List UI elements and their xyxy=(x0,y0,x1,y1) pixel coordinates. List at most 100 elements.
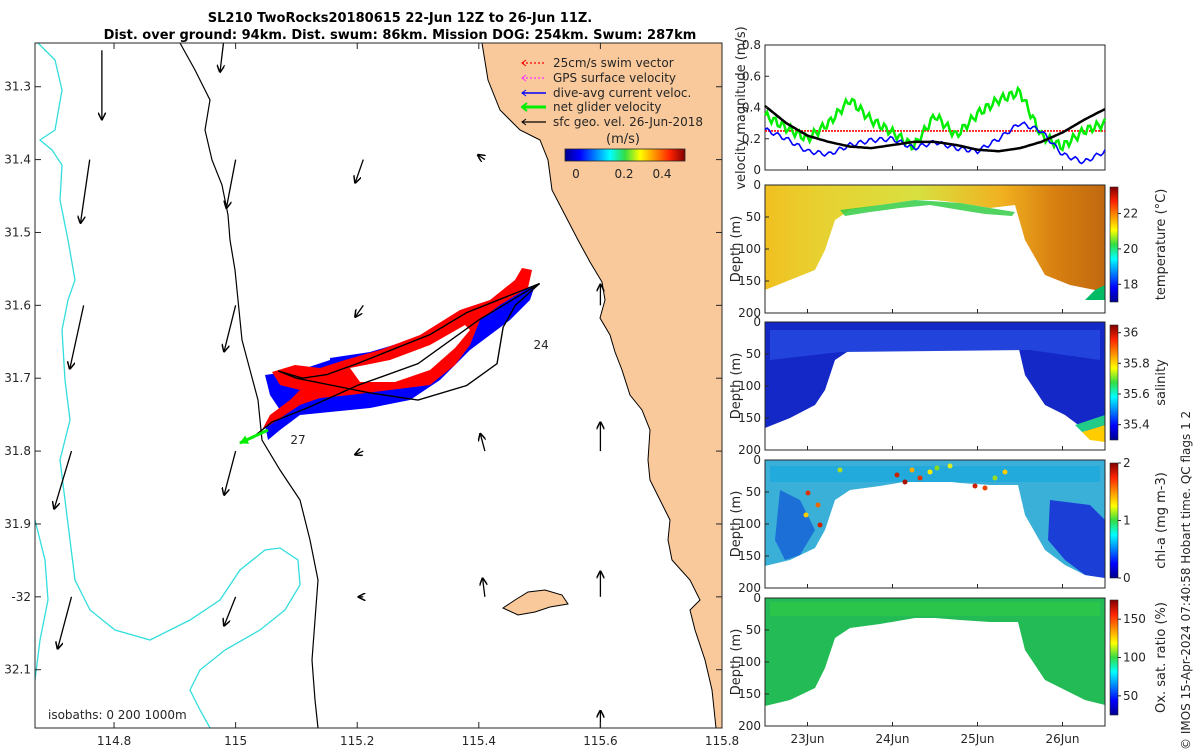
depth-tick-label: 0 xyxy=(753,178,761,192)
map-y-tick-label: 31.4 xyxy=(4,153,31,167)
salinity-deep-green xyxy=(1075,415,1105,432)
colorbar-label: Ox. sat. ratio (%) xyxy=(1154,602,1169,713)
chla-colorbar xyxy=(1109,462,1119,579)
time-tick-label: 25Jun xyxy=(960,732,994,746)
depth-ylabel: Depth (m) xyxy=(729,491,744,558)
swim-vector-band xyxy=(262,268,532,430)
depth-tick-label: 0 xyxy=(753,453,761,467)
map-colorbar-tick: 0.2 xyxy=(614,167,633,181)
map-colorbar-tick: 0.4 xyxy=(652,167,671,181)
map-y-tick-label: 31.7 xyxy=(4,371,31,385)
depth-tick-label: 0 xyxy=(753,591,761,605)
land-mass xyxy=(481,43,722,728)
map-x-tick-label: 115.4 xyxy=(462,734,496,748)
map-y-tick-label: 31.3 xyxy=(4,80,31,94)
colorbar-tick-label: 50 xyxy=(1123,689,1138,703)
legend-gps-velocity: GPS surface velocity xyxy=(521,71,676,85)
chla-section-fill xyxy=(765,460,1105,578)
velocity-frame xyxy=(764,44,1106,171)
legend-label-gps: GPS surface velocity xyxy=(553,71,676,85)
colorbar-tick-label: 20 xyxy=(1123,242,1138,256)
depth-tick-label: 150 xyxy=(738,411,761,425)
time-tick-label: 23Jun xyxy=(790,732,824,746)
depth-tick-label: 100 xyxy=(738,655,761,669)
oxygen-panel xyxy=(764,597,1119,727)
colorbar-tick-label: 35.6 xyxy=(1123,387,1150,401)
legend-label-dive-avg: dive-avg current veloc. xyxy=(553,86,691,100)
velocity-y-tick-label: 0.4 xyxy=(742,101,761,115)
map-y-tick-label: 32.1 xyxy=(4,663,31,677)
map-x-tick-label: 114.8 xyxy=(97,734,131,748)
salinity-colorbar xyxy=(1109,324,1119,441)
oxygen-surface xyxy=(770,602,1100,616)
map-frame xyxy=(34,42,723,729)
map-x-tick-label: 115.8 xyxy=(705,734,739,748)
chla-highlights xyxy=(803,463,1008,528)
velocity-ylabel: velocity magnitude (m/s) xyxy=(734,26,749,189)
legend-swim-vector: 25cm/s swim vector xyxy=(521,56,674,70)
chla-dot xyxy=(1002,469,1008,475)
depth-ylabel: Depth (m) xyxy=(729,629,744,696)
time-tick-label: 24Jun xyxy=(875,732,909,746)
colorbar-tick-label: 150 xyxy=(1123,612,1146,626)
current-vector xyxy=(224,450,237,495)
current-vector xyxy=(81,159,91,223)
map-x-tick-label: 115.6 xyxy=(583,734,617,748)
chla-lower-left xyxy=(775,490,815,560)
current-vector xyxy=(54,450,73,509)
current-vector xyxy=(224,305,237,351)
current-vectors xyxy=(54,43,600,728)
isobath-label: isobaths: 0 200 1000m xyxy=(48,708,187,722)
chla-dot xyxy=(805,490,811,496)
current-vector xyxy=(483,578,485,597)
island xyxy=(501,589,569,616)
velocity-series-line xyxy=(764,104,1106,153)
velocity-y-axis: 0 0.2 0.4 0.6 0.8 xyxy=(742,38,769,177)
current-vector xyxy=(478,155,485,160)
depth-tick-label: 100 xyxy=(738,517,761,531)
current-vector xyxy=(480,434,485,452)
depth-tick-label: 200 xyxy=(738,719,761,733)
colorbar-label: salinity xyxy=(1154,359,1169,406)
chla-panel xyxy=(764,459,1119,589)
colorbar-label: chl-a (mg m-3) xyxy=(1154,472,1169,569)
map-colorbar-label: (m/s) xyxy=(606,132,640,147)
current-vector xyxy=(58,596,73,649)
chla-dot xyxy=(894,472,900,478)
oxygen-section-fill xyxy=(765,598,1105,706)
map-colorbar xyxy=(564,148,686,162)
colorbar-tick-label: 100 xyxy=(1123,651,1146,665)
depth-tick-label: 200 xyxy=(738,581,761,595)
chla-lower-right xyxy=(1048,500,1105,578)
current-vector xyxy=(224,596,237,626)
chla-dot xyxy=(934,465,940,471)
velocity-y-tick-label: 0.6 xyxy=(742,69,761,83)
temperature-colorbar xyxy=(1109,186,1119,303)
chla-surface xyxy=(770,466,1100,482)
time-tick-label: 26Jun xyxy=(1045,732,1079,746)
map-x-tick-label: 115 xyxy=(224,734,247,748)
legend-net-velocity: net glider velocity xyxy=(520,100,661,114)
chla-dot xyxy=(803,512,809,518)
current-vector xyxy=(355,159,364,183)
chla-dot xyxy=(927,469,933,475)
depth-ylabel: Depth (m) xyxy=(729,216,744,283)
isobath-1000m xyxy=(37,43,301,728)
chla-dot xyxy=(972,483,978,489)
map-y-tick-label: -32 xyxy=(11,590,31,604)
net-velocity-arrow xyxy=(239,428,269,445)
current-vector xyxy=(355,304,364,317)
map-legend: 25cm/s swim vector GPS surface velocity … xyxy=(520,56,703,181)
velocity-series xyxy=(763,85,1107,165)
current-vector xyxy=(220,43,223,72)
velocity-y-tick-label: 0 xyxy=(753,163,761,177)
colorbar-label: temperature (°C) xyxy=(1154,189,1169,301)
map-y-tick-label: 31.9 xyxy=(4,517,31,531)
colorbar-tick-label: 22 xyxy=(1123,207,1138,221)
chla-dot xyxy=(815,502,821,508)
chla-dot xyxy=(917,475,923,481)
legend-label-swim: 25cm/s swim vector xyxy=(553,56,674,70)
glider-track-return xyxy=(253,282,540,438)
temperature-deep xyxy=(1085,285,1105,300)
